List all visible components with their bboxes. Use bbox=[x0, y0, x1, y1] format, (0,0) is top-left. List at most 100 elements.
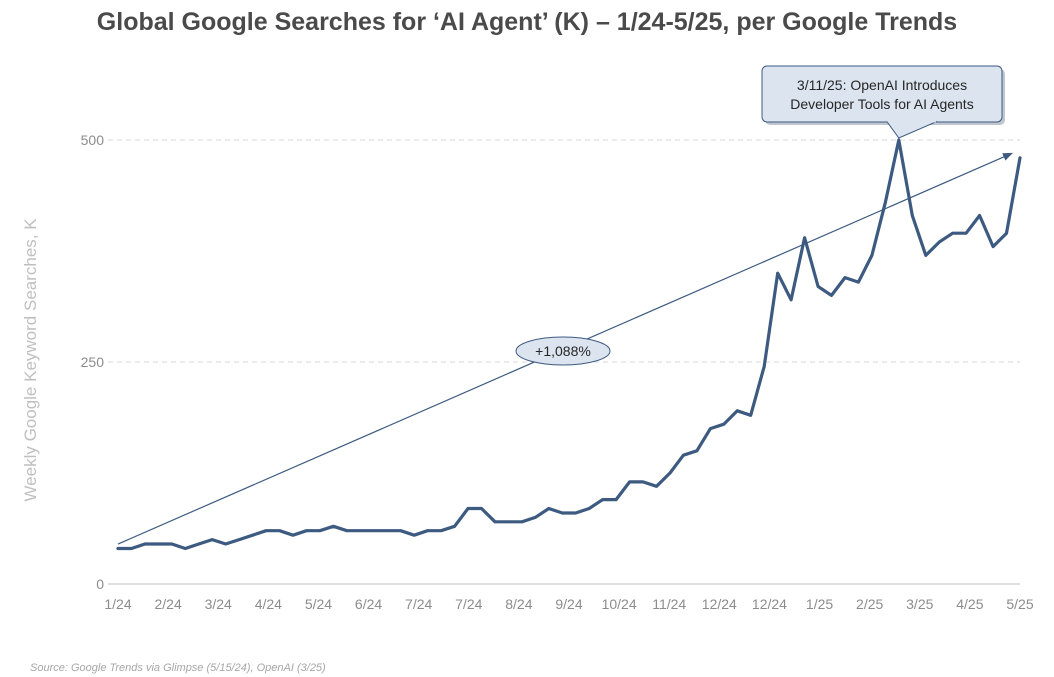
data-point bbox=[332, 525, 335, 528]
x-tick-labels: 1/24 2/24 3/24 4/24 5/24 6/24 7/24 7/24 8/24 9/24… bbox=[104, 596, 1033, 612]
callout-box bbox=[761, 65, 1003, 123]
data-point bbox=[736, 409, 739, 413]
x-tick-label: 6/24 bbox=[355, 596, 382, 612]
data-point bbox=[951, 232, 954, 235]
data-point bbox=[870, 254, 874, 257]
data-point bbox=[682, 454, 685, 457]
data-point bbox=[897, 138, 901, 142]
data-point bbox=[493, 520, 497, 524]
x-tick-label: 7/24 bbox=[405, 596, 432, 612]
data-point bbox=[641, 480, 645, 484]
data-point bbox=[964, 232, 968, 235]
chart-title: Global Google Searches for ‘AI Agent’ (K… bbox=[96, 8, 958, 36]
data-point bbox=[372, 529, 375, 532]
data-point bbox=[453, 525, 456, 528]
data-point bbox=[803, 236, 806, 239]
x-tick-label: 1/24 bbox=[104, 596, 131, 612]
y-tick-label: 0 bbox=[96, 576, 104, 592]
grid-lines bbox=[108, 139, 1020, 363]
data-point bbox=[816, 285, 820, 288]
data-point bbox=[601, 498, 604, 501]
data-point bbox=[399, 529, 402, 532]
data-point bbox=[789, 298, 793, 302]
data-point bbox=[938, 240, 941, 244]
data-point bbox=[520, 520, 524, 524]
data-point bbox=[507, 520, 510, 524]
data-point bbox=[534, 516, 537, 519]
data-point bbox=[547, 507, 551, 510]
data-point bbox=[749, 414, 752, 417]
data-point bbox=[587, 507, 591, 510]
data-point bbox=[561, 511, 564, 515]
data-point bbox=[170, 542, 174, 546]
data-point bbox=[291, 533, 295, 537]
data-point bbox=[345, 529, 349, 532]
data-point bbox=[184, 547, 187, 550]
data-point bbox=[830, 294, 833, 297]
data-point bbox=[224, 542, 227, 546]
data-point bbox=[157, 542, 160, 546]
data-point bbox=[911, 214, 914, 217]
x-tick-label: 5/25 bbox=[1006, 596, 1033, 612]
x-tick-label: 11/24 bbox=[652, 596, 686, 612]
data-point bbox=[211, 538, 214, 541]
data-point bbox=[709, 427, 712, 430]
series-searches bbox=[116, 138, 1022, 551]
data-point bbox=[857, 280, 860, 284]
callout-text-line: 3/11/25: OpenAI Introduces bbox=[797, 77, 967, 93]
y-tick-label: 500 bbox=[81, 132, 105, 148]
x-tick-label: 12/24 bbox=[752, 596, 787, 612]
data-point bbox=[776, 272, 779, 275]
data-point bbox=[655, 485, 658, 488]
data-point bbox=[1005, 232, 1008, 235]
x-tick-label: 10/24 bbox=[602, 596, 637, 612]
data-point bbox=[116, 547, 120, 550]
data-point bbox=[614, 498, 618, 501]
data-point bbox=[924, 254, 927, 257]
y-tick-labels: 0 250 500 bbox=[81, 132, 105, 592]
data-point bbox=[305, 529, 308, 532]
trendline: +1,088% bbox=[117, 152, 1013, 545]
x-tick-label: 4/25 bbox=[956, 596, 983, 612]
x-tick-label: 1/25 bbox=[806, 596, 833, 612]
data-point bbox=[426, 529, 429, 532]
data-point bbox=[574, 511, 577, 515]
data-point bbox=[884, 200, 887, 204]
data-point bbox=[197, 542, 200, 546]
data-point bbox=[439, 529, 443, 532]
data-point bbox=[722, 422, 726, 426]
source-note: Source: Google Trends via Glimpse (5/15/… bbox=[30, 662, 326, 674]
data-point bbox=[466, 507, 470, 510]
data-point bbox=[359, 529, 362, 532]
data-point bbox=[251, 533, 254, 537]
trend-label: +1,088% bbox=[535, 343, 591, 359]
trend-label-bubble bbox=[515, 336, 611, 366]
x-tick-label: 3/24 bbox=[205, 596, 232, 612]
data-point bbox=[763, 365, 766, 368]
data-point bbox=[991, 245, 995, 248]
data-point bbox=[318, 529, 322, 532]
data-point bbox=[1018, 156, 1022, 159]
x-tick-label: 3/25 bbox=[906, 596, 933, 612]
callout-text-line: Developer Tools for AI Agents bbox=[790, 96, 973, 112]
data-point bbox=[628, 480, 631, 484]
data-point bbox=[843, 276, 847, 279]
data-point bbox=[264, 529, 268, 532]
data-point bbox=[978, 214, 981, 217]
x-tick-label: 4/24 bbox=[255, 596, 282, 612]
data-point bbox=[695, 449, 699, 452]
series-line bbox=[116, 138, 1022, 551]
data-point bbox=[668, 471, 672, 475]
x-tick-label: 2/24 bbox=[154, 596, 181, 612]
data-point bbox=[278, 529, 281, 532]
x-tick-label: 8/24 bbox=[505, 596, 532, 612]
x-tick-label: 12/24 bbox=[702, 596, 737, 612]
data-point bbox=[412, 533, 416, 537]
data-point bbox=[386, 529, 389, 532]
x-tick-label: 2/25 bbox=[856, 596, 883, 612]
y-axis-label: Weekly Google Keyword Searches, K bbox=[21, 218, 40, 502]
y-tick-label: 250 bbox=[81, 354, 105, 370]
annotations: 3/11/25: OpenAI Introduces Developer Tool… bbox=[761, 65, 1005, 139]
data-point bbox=[143, 542, 147, 546]
